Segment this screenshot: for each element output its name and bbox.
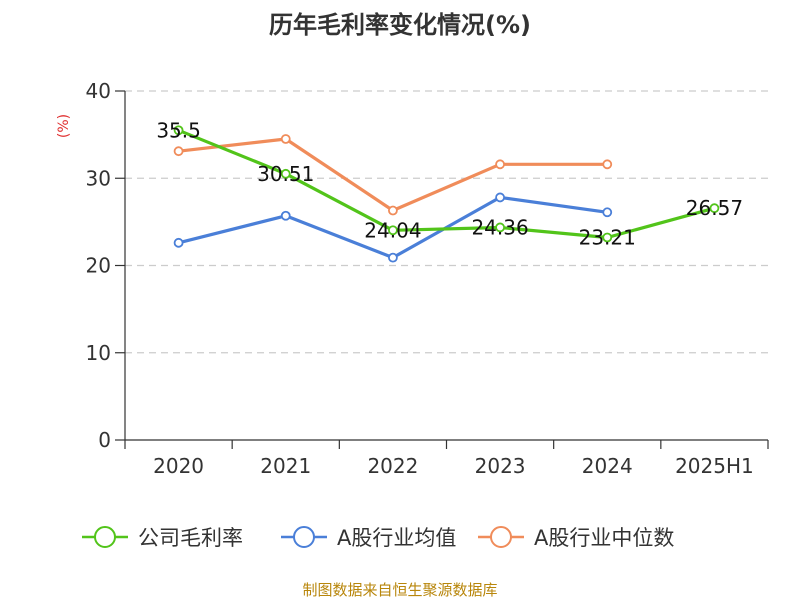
y-tick-label: 10	[86, 341, 111, 365]
series-point-2[interactable]	[602, 159, 613, 170]
series-point-2[interactable]	[388, 205, 398, 216]
legend[interactable]: 公司毛利率 A股行业均值 A股行业中位数	[82, 526, 674, 550]
series-point-0[interactable]	[495, 222, 505, 233]
legend-item-1[interactable]: A股行业均值	[281, 526, 456, 550]
series-point-0[interactable]	[280, 168, 291, 179]
y-tick-label: 30	[86, 166, 111, 190]
legend-marker-icon	[293, 526, 315, 548]
series-point-0[interactable]	[388, 225, 398, 236]
series-point-1[interactable]	[495, 192, 505, 203]
chart-title: 历年毛利率变化情况(%)	[269, 11, 531, 39]
series-point-2[interactable]	[495, 159, 505, 170]
data-label: 24.36	[471, 215, 528, 239]
series-group	[173, 125, 720, 263]
data-label: 26.57	[686, 196, 743, 220]
x-tick-label: 2020	[153, 454, 204, 478]
x-tick-label: 2021	[260, 454, 311, 478]
legend-label: A股行业均值	[337, 526, 456, 550]
y-tick-label: 40	[86, 79, 111, 103]
series-point-2[interactable]	[173, 146, 184, 157]
legend-label: 公司毛利率	[138, 526, 243, 550]
y-axis-unit-label: (%)	[56, 114, 72, 138]
legend-item-0[interactable]: 公司毛利率	[82, 526, 243, 550]
series-point-0[interactable]	[602, 232, 613, 243]
data-label: 35.5	[156, 118, 201, 142]
x-tick-label: 2024	[582, 454, 633, 478]
gridlines	[125, 90, 768, 354]
series-line-2	[178, 137, 608, 213]
x-tick-label: 2022	[367, 454, 418, 478]
series-point-2[interactable]	[280, 134, 291, 144]
series-point-0[interactable]	[709, 203, 720, 214]
series-point-0[interactable]	[173, 125, 184, 136]
series-point-1[interactable]	[602, 207, 613, 218]
legend-item-2[interactable]: A股行业中位数	[478, 526, 674, 550]
legend-marker-icon	[94, 526, 116, 548]
source-footer: 制图数据来自恒生聚源数据库	[302, 581, 497, 599]
x-tick-label: 2023	[475, 454, 526, 478]
legend-label: A股行业中位数	[534, 526, 674, 550]
x-tick-label: 2025H1	[675, 454, 754, 478]
series-point-1[interactable]	[280, 210, 291, 221]
data-labels: 35.5 30.51 24.04 24.36 23.21 26.57	[156, 118, 743, 249]
axes: 0 10 20 30 40 2020 2021 2022 2023 2024 2025H1	[86, 79, 769, 478]
series-point-1[interactable]	[388, 252, 398, 263]
data-label: 24.04	[364, 218, 421, 242]
data-label: 23.21	[579, 225, 636, 249]
series-point-1[interactable]	[173, 237, 184, 248]
series-line-0	[177, 128, 715, 240]
data-label: 30.51	[257, 162, 314, 186]
legend-marker-icon	[490, 526, 512, 548]
y-tick-label: 0	[98, 428, 111, 452]
y-tick-label: 20	[86, 254, 111, 278]
